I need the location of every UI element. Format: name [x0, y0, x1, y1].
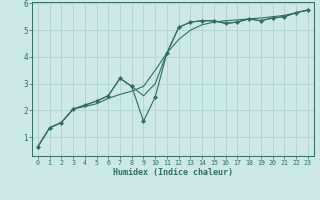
X-axis label: Humidex (Indice chaleur): Humidex (Indice chaleur): [113, 168, 233, 177]
